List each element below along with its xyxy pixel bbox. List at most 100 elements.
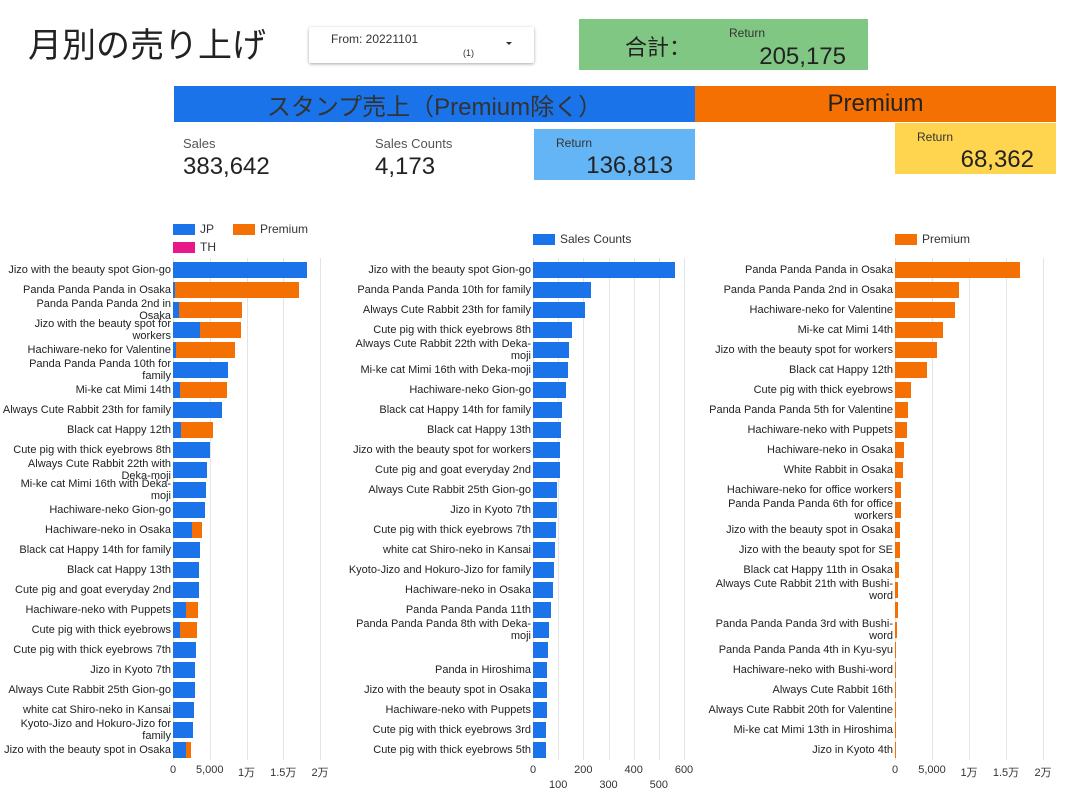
legend-label: TH xyxy=(200,240,216,254)
scorecard-label: Return xyxy=(556,136,593,150)
bar xyxy=(533,582,553,598)
bar xyxy=(895,522,901,538)
category-label: Panda in Hiroshima xyxy=(435,664,531,676)
bar xyxy=(533,302,586,318)
bar xyxy=(173,542,201,558)
legend-label: JP xyxy=(200,222,215,236)
scorecard: Return 136,813 xyxy=(534,129,695,180)
bar xyxy=(533,382,566,398)
category-label: Black cat Happy 11th in Osaka xyxy=(743,564,893,576)
bar xyxy=(173,682,196,698)
category-label: Black cat Happy 12th xyxy=(67,424,171,436)
category-label: Panda Panda Panda 11th xyxy=(405,604,531,616)
category-label: Cute pig with thick eyebrows 3rd xyxy=(372,724,531,736)
x-tick-label: 2万 xyxy=(311,767,329,779)
category-label: Panda Panda Panda 10th for family xyxy=(29,358,171,382)
bar xyxy=(895,682,897,698)
bar xyxy=(173,622,181,638)
bar xyxy=(895,622,898,638)
scorecard-label: Return xyxy=(917,130,954,144)
bar xyxy=(173,462,207,478)
category-label: Jizo with the beauty spot in Osaka xyxy=(726,524,893,536)
grid-line xyxy=(209,258,211,760)
category-label: Always Cute Rabbit 21th with Bushi-word xyxy=(715,578,893,602)
bar xyxy=(533,702,548,718)
filter-label: From: 20221101 xyxy=(331,32,419,46)
bar xyxy=(175,342,235,358)
category-label: Cute pig with thick eyebrows xyxy=(753,384,893,396)
grid-line xyxy=(633,258,635,760)
category-label: Always Cute Rabbit 22th with Deka-moji xyxy=(355,338,531,362)
category-label: Cute pig and goat everyday 2nd xyxy=(15,584,171,596)
x-tick-label: 0 xyxy=(169,764,177,776)
x-tick-label: 200 xyxy=(574,764,593,776)
category-label: Always Cute Rabbit 22th with Deka-moji xyxy=(27,458,171,482)
bar xyxy=(173,482,207,498)
bar xyxy=(533,282,591,298)
category-label: Cute pig with thick eyebrows 5th xyxy=(373,744,531,756)
bar xyxy=(173,642,196,658)
category-label: Cute pig with thick eyebrows 8th xyxy=(13,444,171,456)
x-tick-label: 600 xyxy=(674,764,694,776)
bar xyxy=(173,502,206,518)
category-label: white cat Shiro-neko in Kansai xyxy=(383,544,531,556)
category-label: Hachiware-neko with Puppets xyxy=(25,604,171,616)
bar xyxy=(173,742,187,758)
scorecard-value: 136,813 xyxy=(586,152,673,179)
legend-swatch xyxy=(895,234,917,245)
bar xyxy=(173,582,199,598)
category-label: Jizo with the beauty spot for workers xyxy=(34,318,171,342)
bar xyxy=(173,362,229,378)
bar xyxy=(533,682,548,698)
bar xyxy=(533,502,557,518)
category-label: Always Cute Rabbit 16th xyxy=(772,684,893,696)
date-filter[interactable]: From: 20221101 (1) xyxy=(309,27,534,63)
category-label: Hachiware-neko with Puppets xyxy=(747,424,893,436)
bar xyxy=(186,602,198,618)
legend-label: Sales Counts xyxy=(560,232,632,246)
category-label: Always Cute Rabbit 25th Gion-go xyxy=(368,484,531,496)
bar xyxy=(533,742,547,758)
bar xyxy=(895,502,901,518)
bar xyxy=(173,442,210,458)
bar xyxy=(173,722,193,738)
category-label: Jizo in Kyoto 7th xyxy=(90,664,171,676)
grid-line xyxy=(932,258,933,760)
bar xyxy=(895,462,904,478)
category-label: Panda Panda Panda 4th in Kyu-syu xyxy=(718,644,893,656)
bar xyxy=(895,402,909,418)
category-label: Black cat Happy 14th for family xyxy=(19,544,171,556)
category-label: Hachiware-neko for office workers xyxy=(726,484,893,496)
bar xyxy=(895,542,901,558)
category-label: Jizo in Kyoto 7th xyxy=(450,504,531,516)
grid-line xyxy=(583,258,585,760)
bar xyxy=(178,302,243,318)
category-label: Always Cute Rabbit 25th Gion-go xyxy=(8,684,171,696)
bar xyxy=(173,302,179,318)
category-label: Jizo with the beauty spot for SE xyxy=(738,544,893,556)
bar xyxy=(173,262,307,278)
x-tick-label: 0 xyxy=(529,764,537,776)
category-label: Kyoto-Jizo and Hokuro-Jizo for family xyxy=(348,564,531,576)
bar xyxy=(533,562,554,578)
x-tick-label: 400 xyxy=(624,764,643,776)
grid-line xyxy=(558,258,560,760)
scorecard: Return 68,362 xyxy=(895,123,1056,174)
category-label: Cute pig with thick eyebrows xyxy=(31,624,171,636)
x-tick-label: 1.5万 xyxy=(992,767,1020,779)
grid-line xyxy=(246,258,248,760)
total-label: 合計： xyxy=(625,35,692,60)
category-label: Jizo with the beauty spot for workers xyxy=(353,444,531,456)
grid-line xyxy=(684,258,685,760)
legend-swatch xyxy=(173,242,195,253)
bar xyxy=(895,262,1021,278)
grid-line xyxy=(320,258,321,760)
bar xyxy=(180,382,228,398)
grid-line xyxy=(283,258,285,760)
bar xyxy=(895,422,907,438)
x-tick-label: 0 xyxy=(891,764,899,776)
bar xyxy=(895,362,927,378)
bar xyxy=(895,642,897,658)
category-label: Mi-ke cat Mimi 14th xyxy=(75,384,171,396)
